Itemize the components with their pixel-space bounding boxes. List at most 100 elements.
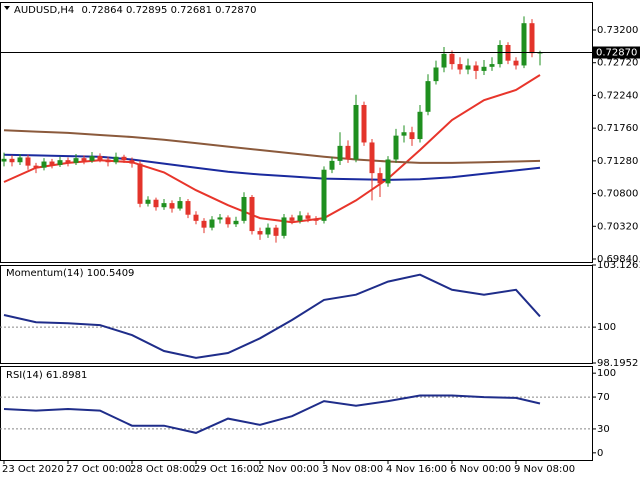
moving-average — [3, 129, 541, 164]
candle-body — [281, 217, 287, 236]
y-tick-label: 0.70320 — [597, 221, 638, 232]
y-tick-label: 70 — [597, 392, 610, 403]
x-tick-label: 29 Oct 16:00 — [194, 464, 259, 475]
candle-body — [401, 132, 407, 136]
candle-body — [497, 45, 503, 65]
open-value: 0.72864 — [81, 5, 122, 16]
candle-body — [49, 161, 55, 165]
candle-body — [441, 53, 447, 68]
moving-average — [3, 153, 541, 181]
candle-body — [129, 160, 135, 164]
x-tick-label: 6 Nov 00:00 — [450, 464, 511, 475]
candle-body — [73, 158, 79, 163]
indicator-header: RSI(14) 61.8981 — [6, 370, 87, 381]
y-tick-label: 0 — [597, 448, 603, 459]
candle-body — [97, 156, 103, 160]
candle-body — [17, 157, 23, 163]
candle-body — [113, 156, 119, 163]
candle-body — [81, 158, 87, 161]
candle-body — [473, 65, 479, 71]
y-tick-label: 0.71760 — [597, 123, 638, 134]
moving-average — [3, 74, 541, 224]
y-tick-label: 103.1261 — [597, 260, 640, 271]
candle-body — [57, 160, 63, 165]
y-tick-label: 0.69840 — [597, 254, 638, 265]
indicator-header: Momentum(14) 100.5409 — [6, 268, 134, 279]
menu-arrow[interactable] — [4, 6, 10, 10]
candle-body — [145, 199, 151, 204]
candle-body — [249, 196, 255, 232]
candle-body — [313, 218, 319, 221]
panel-frame — [0, 366, 593, 461]
candle-body — [65, 160, 71, 163]
candle-body — [137, 163, 143, 204]
candle-body — [153, 199, 159, 208]
y-tick-label: 30 — [597, 424, 610, 435]
high-value: 0.72895 — [126, 5, 167, 16]
candle-body — [265, 227, 271, 235]
candle-body — [273, 227, 279, 236]
candle-body — [169, 203, 175, 209]
indicator-line — [3, 273, 541, 359]
price-label-box — [593, 46, 640, 59]
candle-body — [369, 142, 375, 174]
x-tick-label: 3 Nov 08:00 — [322, 464, 383, 475]
candle-body — [225, 217, 231, 225]
y-tick-label: 0.70800 — [597, 189, 638, 200]
candle-body — [121, 156, 127, 161]
candle-body — [433, 67, 439, 82]
candle-body — [289, 217, 295, 221]
candle-body — [241, 196, 247, 221]
candle-body — [177, 201, 183, 209]
x-tick-label: 23 Oct 2020 — [2, 464, 64, 475]
panel-frame — [0, 2, 593, 263]
candle-body — [305, 215, 311, 219]
candle-body — [425, 81, 431, 112]
x-tick-label: 9 Nov 08:00 — [514, 464, 575, 475]
x-tick-label: 4 Nov 16:00 — [386, 464, 447, 475]
candle-body — [345, 145, 351, 160]
price-label: 0.72870 — [596, 48, 637, 59]
candle-body — [409, 132, 415, 140]
symbol: AUDUSD,H4 — [14, 5, 74, 16]
indicator-value: 100.5409 — [87, 268, 135, 279]
y-tick-label: 0.72240 — [597, 90, 638, 101]
candle-body — [33, 165, 39, 168]
panel-frame — [0, 265, 593, 364]
candle-body — [161, 203, 167, 208]
y-tick-label: 0.71280 — [597, 156, 638, 167]
x-tick-label: 2 Nov 00:00 — [258, 464, 319, 475]
x-tick-label: 27 Oct 00:00 — [66, 464, 131, 475]
candle-body — [89, 156, 95, 161]
y-tick-label: 98.1952 — [597, 358, 638, 369]
candle-body — [513, 60, 519, 66]
chart-header: AUDUSD,H4 0.72864 0.72895 0.72681 0.7287… — [14, 5, 256, 16]
low-value: 0.72681 — [171, 5, 212, 16]
indicator-name: Momentum(14) — [6, 268, 84, 279]
x-tick-label: 28 Oct 08:00 — [130, 464, 195, 475]
candle-body — [217, 217, 223, 220]
candle-body — [329, 160, 335, 170]
candle-body — [385, 159, 391, 184]
candle-body — [465, 65, 471, 70]
candle-body — [417, 111, 423, 140]
y-tick-label: 100 — [597, 368, 616, 379]
candle-body — [1, 158, 7, 162]
candle-body — [489, 64, 495, 67]
candle-body — [209, 219, 215, 228]
close-value: 0.72870 — [215, 5, 256, 16]
indicator-value: 61.8981 — [46, 370, 87, 381]
candle-body — [361, 104, 367, 143]
candle-body — [193, 214, 199, 221]
candle-body — [377, 173, 383, 184]
indicator-name: RSI(14) — [6, 370, 43, 381]
candle-body — [25, 157, 31, 166]
y-tick-label: 0.73200 — [597, 25, 638, 36]
candle-body — [185, 201, 191, 215]
candle-body — [257, 231, 263, 235]
indicator-line — [3, 394, 541, 434]
candle-body — [9, 158, 15, 163]
candle-body — [321, 169, 327, 221]
y-tick-label: 0.72720 — [597, 58, 638, 69]
